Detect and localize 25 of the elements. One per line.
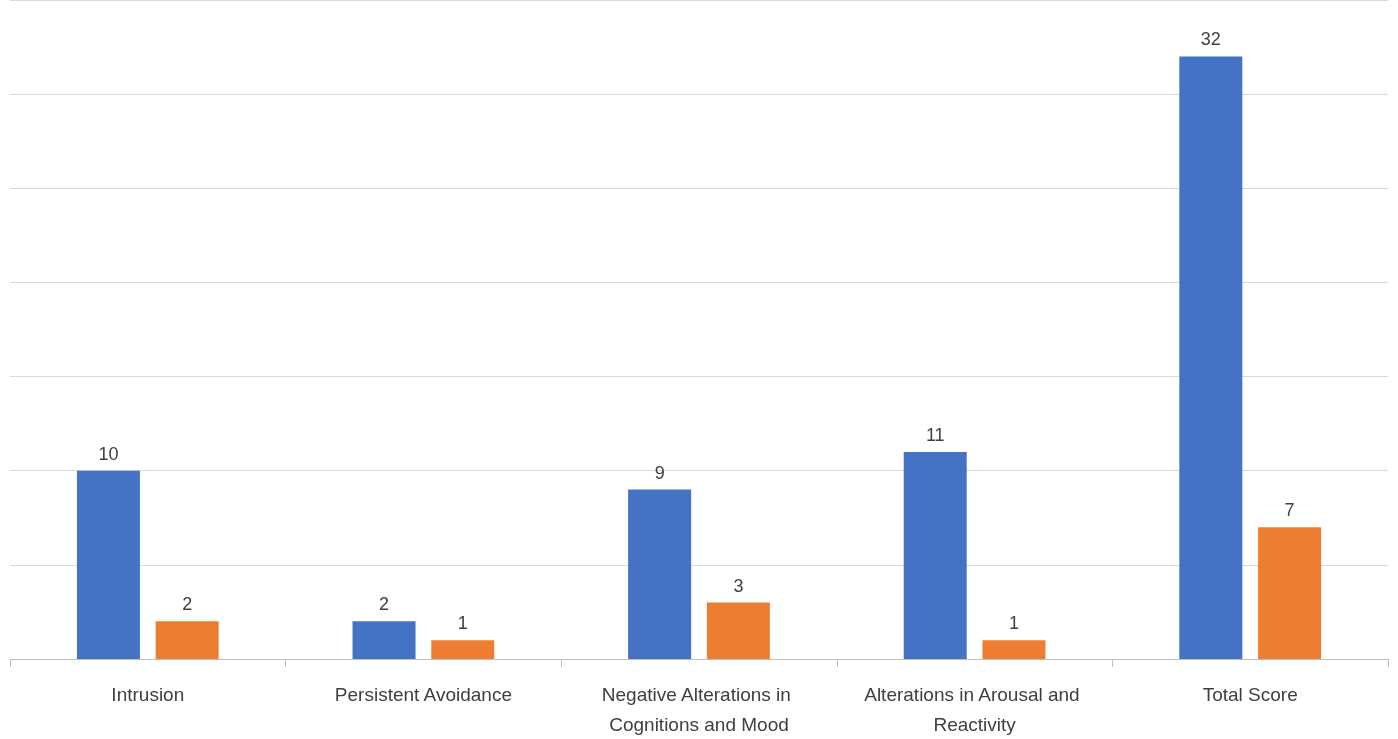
bar	[76, 470, 140, 659]
data-label: 1	[1008, 613, 1019, 634]
x-tick-label: Persistent Avoidance	[334, 683, 512, 705]
data-label: 11	[925, 424, 945, 445]
data-label: 7	[1284, 500, 1295, 521]
bar	[706, 602, 770, 659]
bar	[628, 489, 692, 659]
x-tick-label: Alterations in Arousal and Reactivity	[864, 683, 1085, 735]
data-label: 9	[654, 462, 665, 483]
data-label: 2	[379, 594, 390, 615]
x-tick-label: Intrusion	[111, 683, 185, 705]
x-tick-label: Negative Alterations in Cognitions and Mood	[601, 683, 797, 735]
data-label: 32	[1200, 29, 1221, 50]
bar	[1258, 527, 1322, 659]
bar	[982, 640, 1046, 659]
data-label: 1	[457, 613, 468, 634]
data-label: 2	[182, 594, 193, 615]
bar	[431, 640, 495, 659]
x-tick-label: Total Score	[1202, 683, 1298, 705]
bar	[155, 621, 219, 659]
bar	[1179, 56, 1243, 659]
bar	[352, 621, 416, 659]
data-label: 3	[733, 575, 744, 596]
data-label: 10	[98, 443, 119, 464]
bar	[903, 451, 967, 659]
